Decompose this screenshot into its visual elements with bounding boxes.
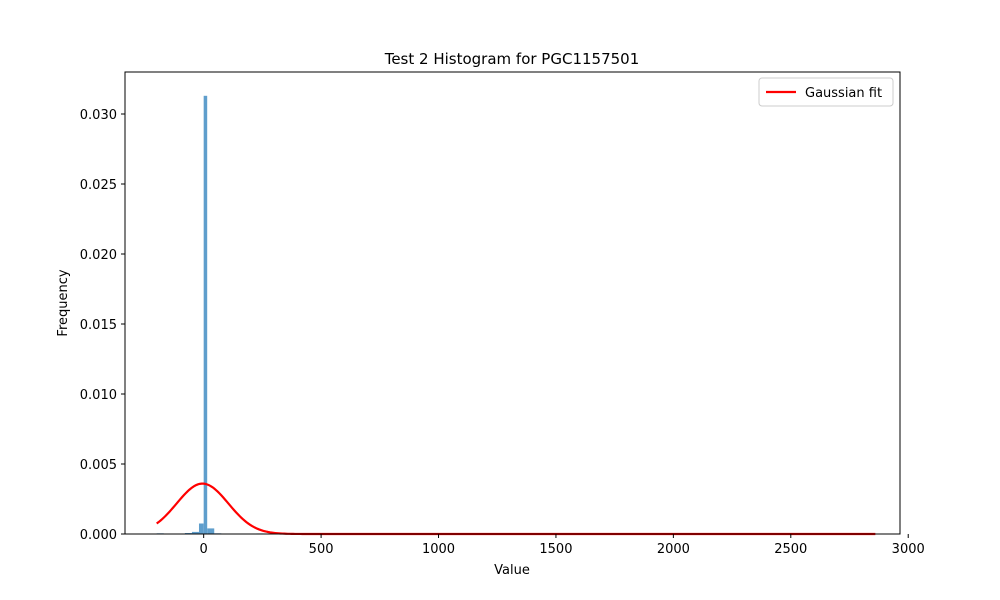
legend: Gaussian fit xyxy=(758,77,894,107)
histogram-bar xyxy=(191,531,199,534)
histogram-bar xyxy=(203,95,208,535)
gaussian-fit-line xyxy=(156,482,876,536)
x-axis-label: Value xyxy=(494,563,530,578)
histogram-bar xyxy=(198,523,204,534)
x-tick-label: 3000 xyxy=(892,542,925,557)
x-tick-label: 500 xyxy=(309,542,334,557)
y-tick-label: 0.025 xyxy=(80,178,117,193)
histogram-bar xyxy=(207,528,215,534)
legend-label-gaussian-fit: Gaussian fit xyxy=(805,86,882,101)
y-tick-label: 0.020 xyxy=(80,248,117,263)
x-tick-label: 2500 xyxy=(774,542,807,557)
y-tick-label: 0.000 xyxy=(80,528,117,543)
y-tick-label: 0.015 xyxy=(80,318,117,333)
x-tick-label: 1000 xyxy=(422,542,455,557)
x-tick-label: 1500 xyxy=(539,542,572,557)
y-tick-label: 0.010 xyxy=(80,388,117,403)
x-tick-label: 2000 xyxy=(657,542,690,557)
x-tick-label: 0 xyxy=(200,542,208,557)
axes-frame xyxy=(124,71,901,535)
y-tick-label: 0.030 xyxy=(80,108,117,123)
y-tick-label: 0.005 xyxy=(80,458,117,473)
legend-box xyxy=(758,77,894,107)
chart-title: Test 2 Histogram for PGC1157501 xyxy=(384,50,640,68)
y-axis-label: Frequency xyxy=(56,269,71,336)
